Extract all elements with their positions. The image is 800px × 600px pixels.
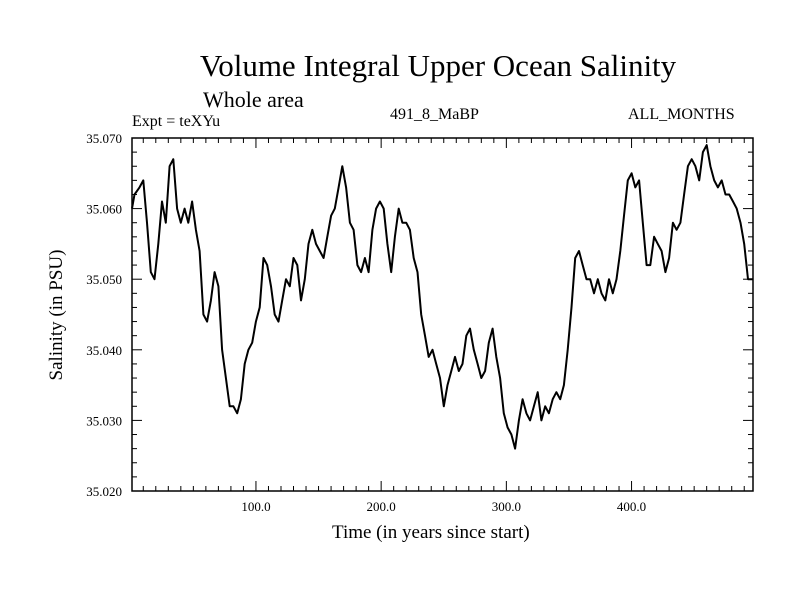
months-label: ALL_MONTHS <box>628 106 735 123</box>
y-tick-label: 35.050 <box>86 272 122 287</box>
chart-title: Volume Integral Upper Ocean Salinity <box>199 48 677 83</box>
plot-frame <box>131 137 754 492</box>
x-axis-label: Time (in years since start) <box>332 522 530 543</box>
x-tick-label: 300.0 <box>492 499 521 514</box>
y-tick-label: 35.070 <box>86 131 122 146</box>
y-tick-label: 35.040 <box>86 343 122 358</box>
y-tick-label: 35.030 <box>86 413 122 428</box>
experiment-label: Expt = teXYu <box>132 113 221 130</box>
salinity-series-line <box>131 144 753 450</box>
y-tick-label: 35.060 <box>86 202 122 217</box>
chart-subtitle: Whole area <box>203 87 304 112</box>
y-tick-label: 35.020 <box>86 484 122 499</box>
x-tick-label: 400.0 <box>617 499 646 514</box>
tick-labels: 100.0 200.0 300.0 400.0 35.020 35.030 35.040 35… <box>86 131 646 514</box>
x-tick-label: 100.0 <box>241 499 270 514</box>
x-tick-label: 200.0 <box>367 499 396 514</box>
axis-ticks <box>132 137 753 492</box>
experiment-id-label: 491_8_MaBP <box>390 106 479 123</box>
